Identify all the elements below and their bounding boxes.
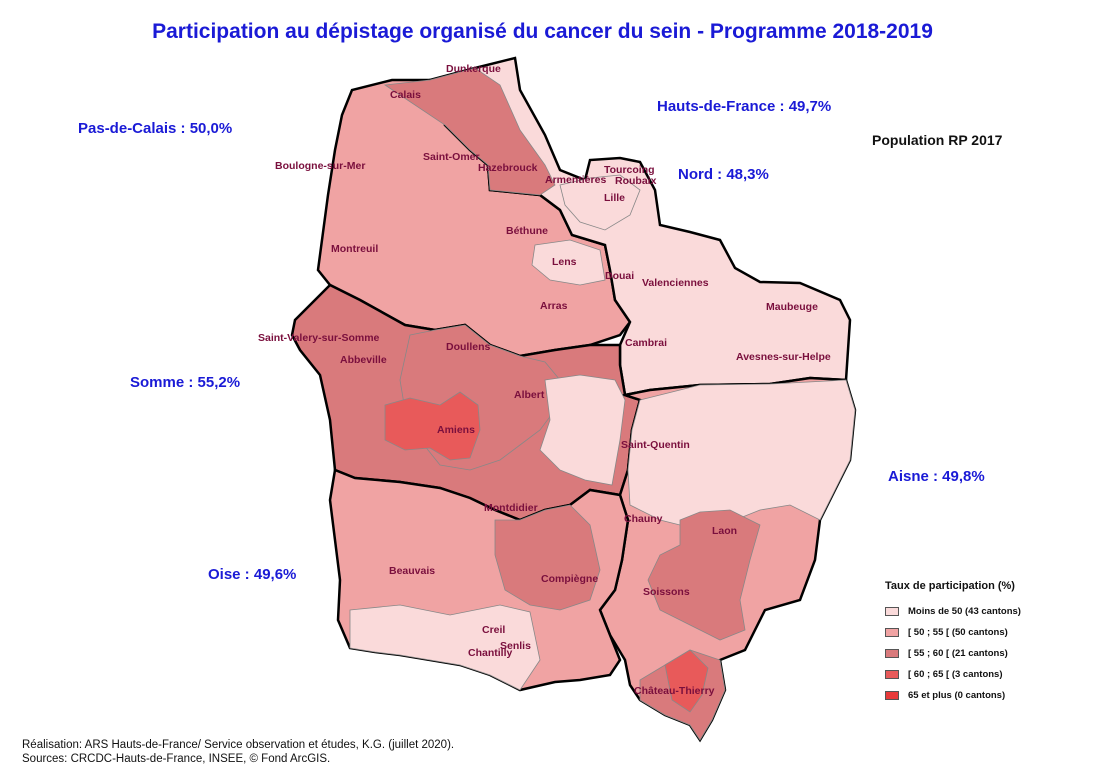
city-label-boulogne: Boulogne-sur-Mer [275,160,365,172]
legend-swatch [885,628,899,637]
legend-item: Moins de 50 (43 cantons) [885,601,1085,622]
city-label-calais: Calais [390,89,421,101]
region-label-nord: Nord : 48,3% [678,166,769,183]
city-label-armentieres: Armentières [545,174,606,186]
legend-label: Moins de 50 (43 cantons) [908,606,1021,617]
footer: Réalisation: ARS Hauts-de-France/ Servic… [22,738,454,766]
legend-item: 65 et plus (0 cantons) [885,685,1085,706]
city-label-cambrai: Cambrai [625,337,667,349]
zone-compiegne [494,504,601,611]
map-title: Participation au dépistage organisé du c… [152,20,933,43]
city-label-doullens: Doullens [446,341,490,353]
zone-oise-south-light [349,604,541,691]
city-label-maubeuge: Maubeuge [766,301,818,313]
legend-swatch [885,670,899,679]
city-label-amiens: Amiens [437,424,475,436]
city-label-beauvais: Beauvais [389,565,435,577]
legend-item: [ 55 ; 60 [ (21 cantons) [885,643,1085,664]
zone-laon-soissons [647,509,761,641]
legend-item: [ 50 ; 55 [ (50 cantons) [885,622,1085,643]
city-label-valenciennes: Valenciennes [642,277,709,289]
legend-title: Taux de participation (%) [885,580,1015,592]
region-label-oise: Oise : 49,6% [208,566,297,583]
aisne-north-area [627,379,856,531]
legend-label: 65 et plus (0 cantons) [908,690,1006,701]
region-label-hauts-de-france: Hauts-de-France : 49,7% [657,98,832,115]
zone-saint-quentin-light [539,374,626,486]
city-label-bethune: Béthune [506,225,548,237]
city-label-tourcoing: Tourcoing [604,164,655,176]
legend-rows: Moins de 50 (43 cantons) [ 50 ; 55 [ (50 … [885,601,1085,706]
city-label-creil: Creil [482,624,505,636]
zone-lille-light [559,174,641,231]
city-label-avesnes: Avesnes-sur-Helpe [736,351,831,363]
population-note: Population RP 2017 [872,132,1003,148]
city-label-albert: Albert [514,389,545,401]
city-label-saint-valery: Saint-Valery-sur-Somme [258,332,380,344]
legend-swatch [885,607,899,616]
city-label-chateau-thierry: Château-Thierry [634,685,715,697]
zone-saint-omer-hazebrouck [383,67,556,196]
region-label-aisne: Aisne : 49,8% [888,468,985,485]
city-label-abbeville: Abbeville [340,354,387,366]
legend-label: [ 50 ; 55 [ (50 cantons) [908,627,1008,638]
region-label-pas-de-calais: Pas-de-Calais : 50,0% [78,120,233,137]
city-label-montreuil: Montreuil [331,243,378,255]
legend-swatch [885,691,899,700]
city-label-montdidier: Montdidier [484,502,538,514]
legend-label: [ 55 ; 60 [ (21 cantons) [908,648,1008,659]
legend-label: [ 60 ; 65 [ (3 cantons) [908,669,1003,680]
region-label-somme: Somme : 55,2% [130,374,241,391]
legend-item: [ 60 ; 65 [ (3 cantons) [885,664,1085,685]
city-label-saint-quentin: Saint-Quentin [621,439,690,451]
city-label-saint-omer: Saint-Omer [423,151,480,163]
city-label-lille: Lille [604,192,625,204]
city-label-dunkerque: Dunkerque [446,63,501,75]
zone-chateau-thierry [664,649,709,713]
city-label-arras: Arras [540,300,568,312]
city-label-hazebrouck: Hazebrouck [478,162,538,174]
city-label-compiegne: Compiègne [541,573,598,585]
city-label-chantilly: Chantilly [468,647,512,659]
city-labels: Dunkerque Calais Boulogne-sur-Mer Saint-Ome… [258,63,831,697]
city-label-laon: Laon [712,525,737,537]
city-label-roubaix: Roubaix [615,175,657,187]
legend-swatch [885,649,899,658]
zone-lens-light [531,239,606,286]
footer-sources: Sources: CRCDC-Hauts-de-France, INSEE, ©… [22,753,331,765]
city-label-soissons: Soissons [643,586,690,598]
city-label-douai: Douai [605,270,634,282]
legend: Taux de participation (%) Moins de 50 (4… [885,580,1085,706]
city-label-chauny: Chauny [624,513,663,525]
city-label-senlis: Senlis [500,640,531,652]
city-label-lens: Lens [552,256,577,268]
zone-amiens [384,391,481,461]
footer-credit: Réalisation: ARS Hauts-de-France/ Servic… [22,739,455,751]
